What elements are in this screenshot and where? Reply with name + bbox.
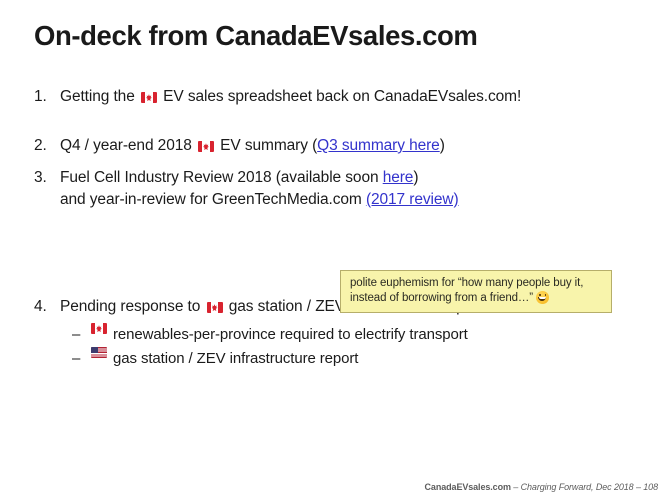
canada-flag-icon [91, 323, 107, 334]
grinning-face-emoji [536, 291, 550, 304]
list-item-text: Q4 / year-end 2018 [60, 137, 196, 154]
sub-bullet-marker: – [72, 326, 81, 343]
numbered-list: 1. Getting the EV sales spreadsheet back… [34, 86, 634, 371]
callout-line-1: polite euphemism for “how many people bu… [350, 277, 584, 289]
sub-bullet-text: renewables-per-province required to elec… [113, 326, 468, 343]
list-item-body: Fuel Cell Industry Review 2018 (availabl… [60, 167, 634, 211]
page-title: On-deck from CanadaEVsales.com [34, 20, 478, 51]
list-item-text: EV summary ( [215, 137, 318, 154]
list-item-text: ) [413, 169, 419, 186]
list-item-marker: 2. [34, 137, 47, 154]
canada-flag-icon [140, 92, 157, 103]
list-item-marker: 4. [34, 298, 47, 315]
sub-bullet-list: – renewables-per-province required to el… [60, 323, 634, 371]
slide-footer: CanadaEVsales.com – Charging Forward, De… [424, 482, 659, 492]
spacer [34, 157, 634, 167]
list-item: – gas station / ZEV infrastructure repor… [72, 347, 634, 371]
list-item-text: Getting the [60, 88, 139, 105]
canada-flag-icon [197, 141, 214, 152]
list-item-text: ) [439, 137, 445, 154]
list-item: – renewables-per-province required to el… [72, 323, 634, 347]
footer-meta: Charging Forward, Dec 2018 – 108 [520, 482, 658, 492]
usa-flag-icon [91, 347, 107, 358]
list-item-text: EV sales spreadsheet back on CanadaEVsal… [158, 88, 522, 105]
list-item-marker: 3. [34, 169, 47, 186]
list-item: 2. Q4 / year-end 2018 EV summary (Q3 sum… [34, 135, 634, 157]
callout-line-2: instead of borrowing from a friend…” [350, 292, 534, 304]
canada-flag-icon [206, 302, 223, 313]
list-item-body: Getting the EV sales spreadsheet back on… [60, 86, 634, 108]
callout-note: polite euphemism for “how many people bu… [340, 270, 612, 313]
list-item-text: Pending response to [60, 298, 205, 315]
sub-bullet-text: gas station / ZEV infrastructure report [113, 350, 359, 367]
footer-brand: CanadaEVsales.com [424, 482, 511, 492]
list-item-body: Q4 / year-end 2018 EV summary (Q3 summar… [60, 135, 634, 157]
sub-bullet-marker: – [72, 350, 81, 367]
fuel-cell-review-link[interactable]: here [382, 169, 414, 186]
2017-review-link[interactable]: (2017 review) [365, 191, 459, 208]
q3-summary-link[interactable]: Q3 summary here [317, 137, 440, 154]
list-item-marker: 1. [34, 88, 47, 105]
list-item-text: Fuel Cell Industry Review 2018 (availabl… [60, 169, 383, 186]
spacer [34, 108, 634, 135]
list-item: 1. Getting the EV sales spreadsheet back… [34, 86, 634, 108]
footer-separator: – [510, 482, 521, 492]
list-item: 3. Fuel Cell Industry Review 2018 (avail… [34, 167, 634, 211]
list-item-text: and year-in-review for GreenTechMedia.co… [60, 191, 366, 208]
